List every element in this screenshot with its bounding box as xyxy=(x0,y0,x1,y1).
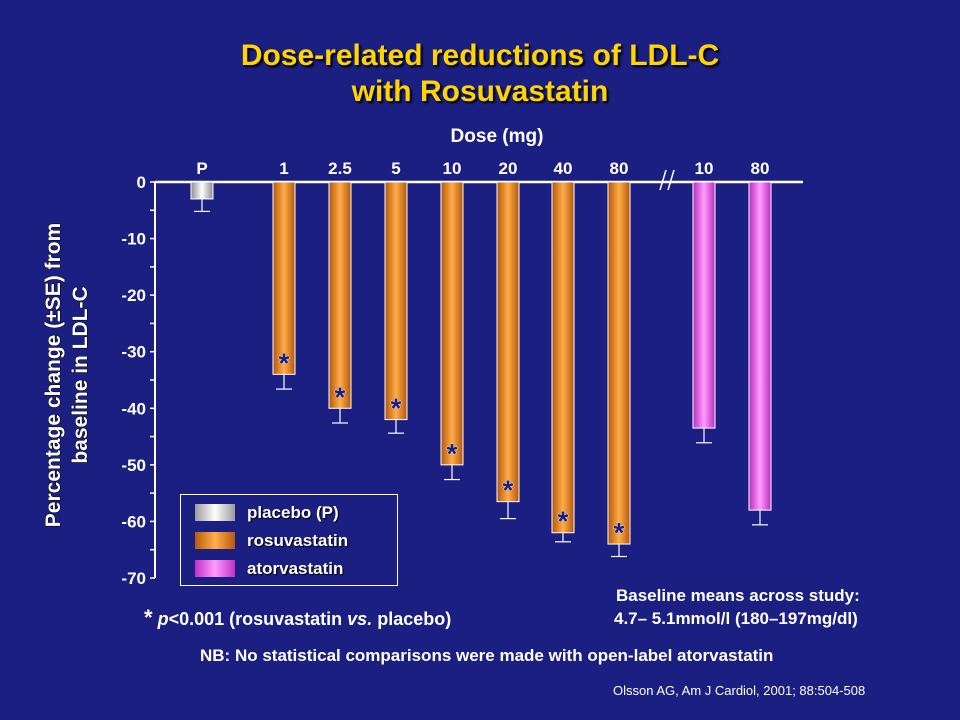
significance-star-marker: * xyxy=(503,475,514,506)
x-category-label: P xyxy=(196,159,207,178)
significance-star-marker: * xyxy=(558,506,569,537)
y-tick-label: 0 xyxy=(137,173,146,192)
x-axis-title: Dose (mg) xyxy=(451,126,544,147)
bar-rosuvastatin xyxy=(328,181,352,409)
bar-rosuvastatin xyxy=(496,181,520,503)
y-tick-label: -40 xyxy=(121,399,146,418)
significance-star-marker: * xyxy=(279,347,290,378)
y-tick-label: -50 xyxy=(121,456,146,475)
significance-p: p xyxy=(157,609,169,629)
citation: Olsson AG, Am J Cardiol, 2001; 88:504-50… xyxy=(613,683,866,698)
nb-note: NB: No statistical comparisons were made… xyxy=(200,646,774,665)
significance-star-marker: * xyxy=(391,393,402,424)
significance-star-marker: * xyxy=(614,517,625,548)
chart-legend: placebo (P) rosuvastatin atorvastatin xyxy=(180,494,398,586)
bar-atorvastatin xyxy=(692,181,716,429)
slide-title-line-1: Dose-related reductions of LDL-C xyxy=(240,39,720,72)
legend-label-placebo: placebo (P) xyxy=(247,503,339,522)
bar-placebo xyxy=(190,181,214,200)
baseline-note-line-2: 4.7– 5.1mmol/l (180–197mg/dl) xyxy=(614,609,858,628)
bar-rosuvastatin xyxy=(384,181,408,421)
legend-label-rosuvastatin: rosuvastatin xyxy=(247,531,349,550)
y-axis-title-line-1: Percentage change (±SE) from xyxy=(42,223,65,527)
y-tick-label: -70 xyxy=(121,569,146,588)
y-tick-label: -60 xyxy=(121,512,146,531)
legend-swatch-atorvastatin xyxy=(195,560,235,577)
bar-atorvastatin xyxy=(748,181,772,511)
significance-text-2: placebo) xyxy=(372,609,452,629)
significance-note: * p<0.001 (rosuvastatin vs. placebo) xyxy=(144,606,451,631)
significance-star-marker: * xyxy=(335,381,346,412)
x-category-label: 5 xyxy=(391,159,400,178)
bar-rosuvastatin xyxy=(551,181,575,534)
slide-title-line-2: with Rosuvastatin xyxy=(351,75,609,108)
bar-rosuvastatin xyxy=(440,181,464,466)
x-category-label: 40 xyxy=(554,159,573,178)
significance-vs: vs. xyxy=(347,609,373,629)
y-tick-label: -10 xyxy=(121,230,146,249)
bar-rosuvastatin xyxy=(272,181,296,375)
significance-star: * xyxy=(144,605,153,630)
baseline-note-line-1: Baseline means across study: xyxy=(616,586,860,605)
x-category-label: 20 xyxy=(499,159,518,178)
y-tick-label: -30 xyxy=(121,343,146,362)
x-category-label: 80 xyxy=(751,159,770,178)
axis-break-line xyxy=(659,169,667,191)
y-tick-label: -20 xyxy=(121,286,146,305)
y-axis-title-line-2: baseline in LDL-C xyxy=(69,286,92,463)
x-category-label: 10 xyxy=(443,159,462,178)
significance-star-marker: * xyxy=(447,438,458,469)
y-axis-title: Percentage change (±SE) from baseline in … xyxy=(42,222,93,527)
x-category-label: 2.5 xyxy=(328,159,352,178)
x-category-label: 1 xyxy=(279,159,288,178)
legend-label-atorvastatin: atorvastatin xyxy=(247,559,344,578)
bar-rosuvastatin xyxy=(607,181,631,545)
x-category-label: 10 xyxy=(695,159,714,178)
x-category-label: 80 xyxy=(610,159,629,178)
axis-break-line xyxy=(667,169,675,191)
legend-swatch-placebo xyxy=(195,504,235,521)
significance-text-1: <0.001 (rosuvastatin xyxy=(168,609,348,629)
legend-swatch-rosuvastatin xyxy=(195,532,235,549)
